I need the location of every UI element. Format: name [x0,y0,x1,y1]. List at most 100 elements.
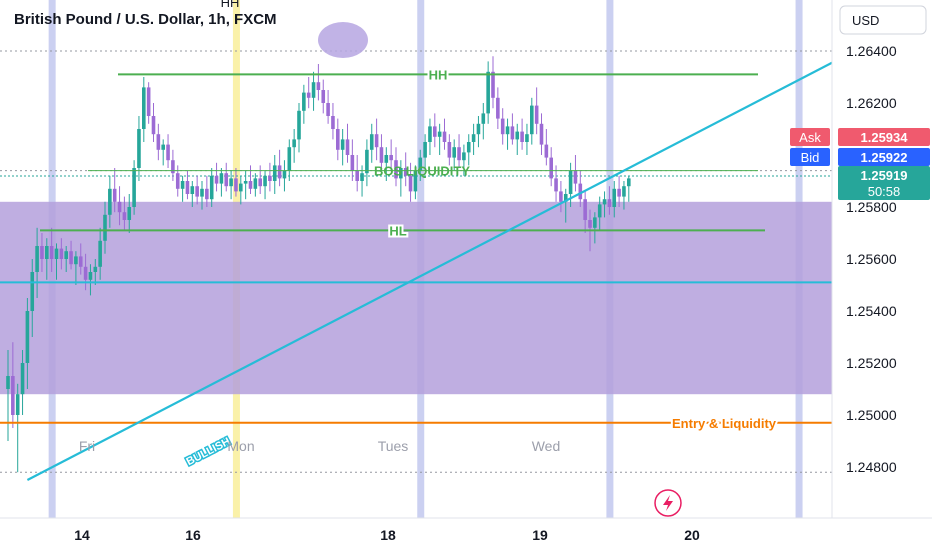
candle-up [365,149,369,174]
candle-down [306,92,311,98]
candle-down [549,157,553,179]
demand-zone [0,201,832,395]
candle-up [142,87,146,129]
candle-up [515,131,520,140]
candle-up [263,175,267,187]
candle-down [510,126,515,140]
level-lines [0,73,832,424]
bar-countdown: 50:58 [868,184,901,199]
candle-up [505,126,510,135]
lightning-icon[interactable] [654,489,682,517]
candle-down [214,175,219,184]
day-label: Fri [79,438,95,454]
candle-up [127,207,132,220]
candle-down [258,178,262,187]
candle-up [103,214,107,241]
candle-down [59,248,64,259]
candle-up [302,92,306,111]
candle-down [326,103,330,116]
candle-up [437,131,442,137]
candle-down [457,147,461,161]
price-tick-label: 1.26200 [846,95,897,111]
candle-down [559,191,563,202]
candle-up [219,173,224,184]
candle-up [297,110,301,140]
candle-down [374,134,379,148]
candle-up [563,194,568,202]
candle-up [200,188,204,197]
price-tick-labels: 1.26400 1.26200 1.25800 1.25600 1.25400 1.252… [846,43,897,475]
candle-up [292,139,296,148]
candle-down [40,246,44,259]
candle-down [234,178,238,192]
bid-badge: Bid 1.25922 [790,148,930,166]
price-tick-label: 1.24800 [846,459,897,475]
candle-up [384,155,389,163]
hh-level-label: HH [429,67,448,82]
candle-down [496,97,500,119]
candle-up [88,272,93,280]
price-tick-label: 1.25600 [846,251,897,267]
candle-down [350,155,355,171]
candle-up [272,165,277,181]
candle-down [355,170,359,181]
candle-down [389,155,393,161]
currency-button[interactable]: USD [839,5,927,35]
candle-down [49,246,54,259]
candle-up [471,134,476,142]
candle-down [520,131,524,142]
candle-down [112,188,117,202]
candle-up [311,82,316,98]
last-price-badge: 1.25919 50:58 [838,166,930,200]
candle-down [117,201,122,213]
bid-value: 1.25922 [861,150,908,165]
candle-down [11,376,15,415]
bullish-trendline[interactable] [26,50,856,481]
candle-up [98,240,102,267]
currency-button-label: USD [852,13,879,28]
price-tick-label: 1.25000 [846,407,897,423]
candle-down [171,160,175,174]
candle-down [544,144,549,158]
candles [6,56,631,473]
date-tick-label: 14 [74,527,90,543]
candle-up [64,251,68,259]
candle-up [229,178,233,187]
ask-badge: Ask 1.25934 [790,128,930,146]
candle-down [122,212,127,220]
bid-label: Bid [801,150,820,165]
date-tick-label: 16 [185,527,201,543]
candle-down [336,129,340,150]
candle-up [35,246,39,272]
candle-down [539,123,544,145]
candle-down [433,126,437,137]
candle-down [534,105,539,124]
candle-down [268,175,272,181]
ask-value: 1.25934 [861,130,909,145]
candle-up [239,183,243,192]
candle-up [137,129,141,168]
candle-up [360,173,364,181]
candle-up [282,170,287,179]
candle-up [452,147,456,158]
ask-label: Ask [799,130,821,145]
candle-up [622,186,626,197]
candle-down [151,116,156,135]
candle-up [287,147,292,171]
symbol-title: British Pound / U.S. Dollar, 1h, FXCM [14,11,277,28]
candle-down [408,175,413,192]
last-price-value: 1.25919 [861,168,908,183]
candle-down [146,87,151,116]
candle-down [573,170,578,184]
candle-up [190,186,195,194]
candle-down [205,188,209,200]
bos-liquidity-label: BOS LIQUIDITY [374,164,470,179]
price-scale-background [832,0,932,518]
candle-up [15,394,20,415]
candle-down [78,256,83,267]
candle-up [209,175,214,200]
candle-down [583,199,587,220]
candle-up [568,170,573,194]
